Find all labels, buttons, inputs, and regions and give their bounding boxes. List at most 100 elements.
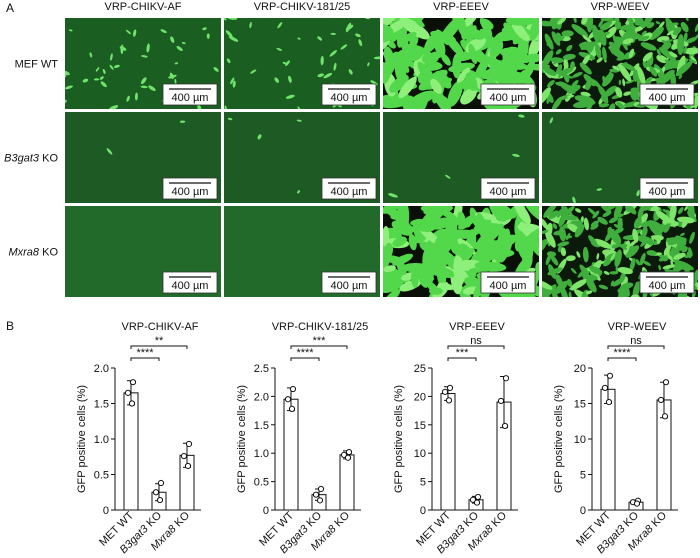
scale-text: 400 µm <box>172 280 209 292</box>
cell <box>607 226 613 237</box>
cell <box>648 241 657 246</box>
data-point <box>441 388 449 395</box>
y-tick-label: 5 <box>420 477 426 489</box>
cell <box>109 105 119 109</box>
cell <box>677 207 684 215</box>
cell <box>683 47 698 55</box>
cell <box>639 252 646 266</box>
cell <box>562 53 576 60</box>
cell <box>658 21 665 29</box>
cell <box>206 33 210 39</box>
cell <box>557 241 570 247</box>
cell <box>670 260 674 266</box>
cell <box>609 271 619 275</box>
cell <box>564 215 579 221</box>
cell <box>317 73 324 78</box>
data-point <box>129 379 137 386</box>
cell <box>679 245 689 249</box>
cell <box>411 91 429 109</box>
cell <box>441 53 451 66</box>
cell <box>680 21 689 33</box>
cell <box>430 78 442 94</box>
cell <box>560 247 567 257</box>
cell <box>587 207 597 216</box>
cell <box>677 34 685 56</box>
chart-title: VRP-EEEV <box>449 321 505 333</box>
cell <box>633 217 642 229</box>
cell <box>570 61 575 70</box>
cell <box>228 36 239 42</box>
cell <box>688 59 697 64</box>
cell <box>583 74 596 87</box>
data-point <box>316 497 324 504</box>
cell <box>365 18 371 20</box>
cell <box>579 62 592 75</box>
cell <box>435 70 452 89</box>
cells <box>549 117 641 203</box>
cell <box>695 34 698 39</box>
cell <box>616 213 624 218</box>
cell <box>389 74 409 93</box>
y-tick-label: 0 <box>420 505 426 517</box>
cell <box>417 61 432 81</box>
scale-text: 400 µm <box>331 186 368 198</box>
cell <box>542 50 554 69</box>
cell <box>561 73 569 78</box>
cell <box>655 210 672 224</box>
cell <box>645 76 653 85</box>
cell <box>523 227 539 246</box>
cell <box>672 22 679 26</box>
cell <box>608 103 616 109</box>
cell <box>566 278 573 287</box>
cell <box>658 264 661 271</box>
cell <box>604 85 617 97</box>
cell <box>479 223 500 234</box>
data-point <box>289 385 297 393</box>
cell <box>597 85 609 101</box>
cell <box>543 206 557 218</box>
data-point <box>473 499 481 506</box>
cell <box>383 279 404 293</box>
cell <box>340 44 348 50</box>
cell <box>642 52 653 62</box>
cell <box>528 240 539 260</box>
cell <box>618 79 622 86</box>
cell <box>546 251 557 257</box>
micrograph: 400 µm <box>542 206 698 297</box>
cell <box>230 77 235 85</box>
cell <box>586 18 594 33</box>
sig-label: *** <box>313 335 327 347</box>
column-header: VRP-CHIKV-181/25 <box>254 1 351 13</box>
cell <box>643 18 656 28</box>
data-point <box>662 379 670 386</box>
cell <box>647 220 664 231</box>
cell <box>445 174 451 179</box>
cell <box>622 38 634 45</box>
cell <box>632 69 638 82</box>
cell <box>616 56 627 61</box>
bar <box>339 454 355 511</box>
cell <box>140 77 147 85</box>
cell <box>383 60 393 84</box>
cell <box>681 248 688 253</box>
cell <box>579 264 590 277</box>
y-tick-label: 2.5 <box>254 363 269 375</box>
cell <box>594 43 602 59</box>
y-tick-label: 1.0 <box>254 448 269 460</box>
cell <box>622 62 636 72</box>
cell <box>574 224 585 238</box>
cell <box>126 95 130 102</box>
cell <box>571 24 589 38</box>
cell <box>641 206 655 211</box>
cell <box>429 265 455 278</box>
cell <box>160 29 167 34</box>
cell <box>358 39 363 47</box>
cell <box>224 105 228 109</box>
cell <box>669 52 678 58</box>
cell <box>629 258 636 272</box>
cell <box>588 265 603 275</box>
cell <box>636 65 646 85</box>
sig-label: **** <box>136 347 154 359</box>
cell <box>529 63 539 71</box>
cell <box>174 62 179 65</box>
